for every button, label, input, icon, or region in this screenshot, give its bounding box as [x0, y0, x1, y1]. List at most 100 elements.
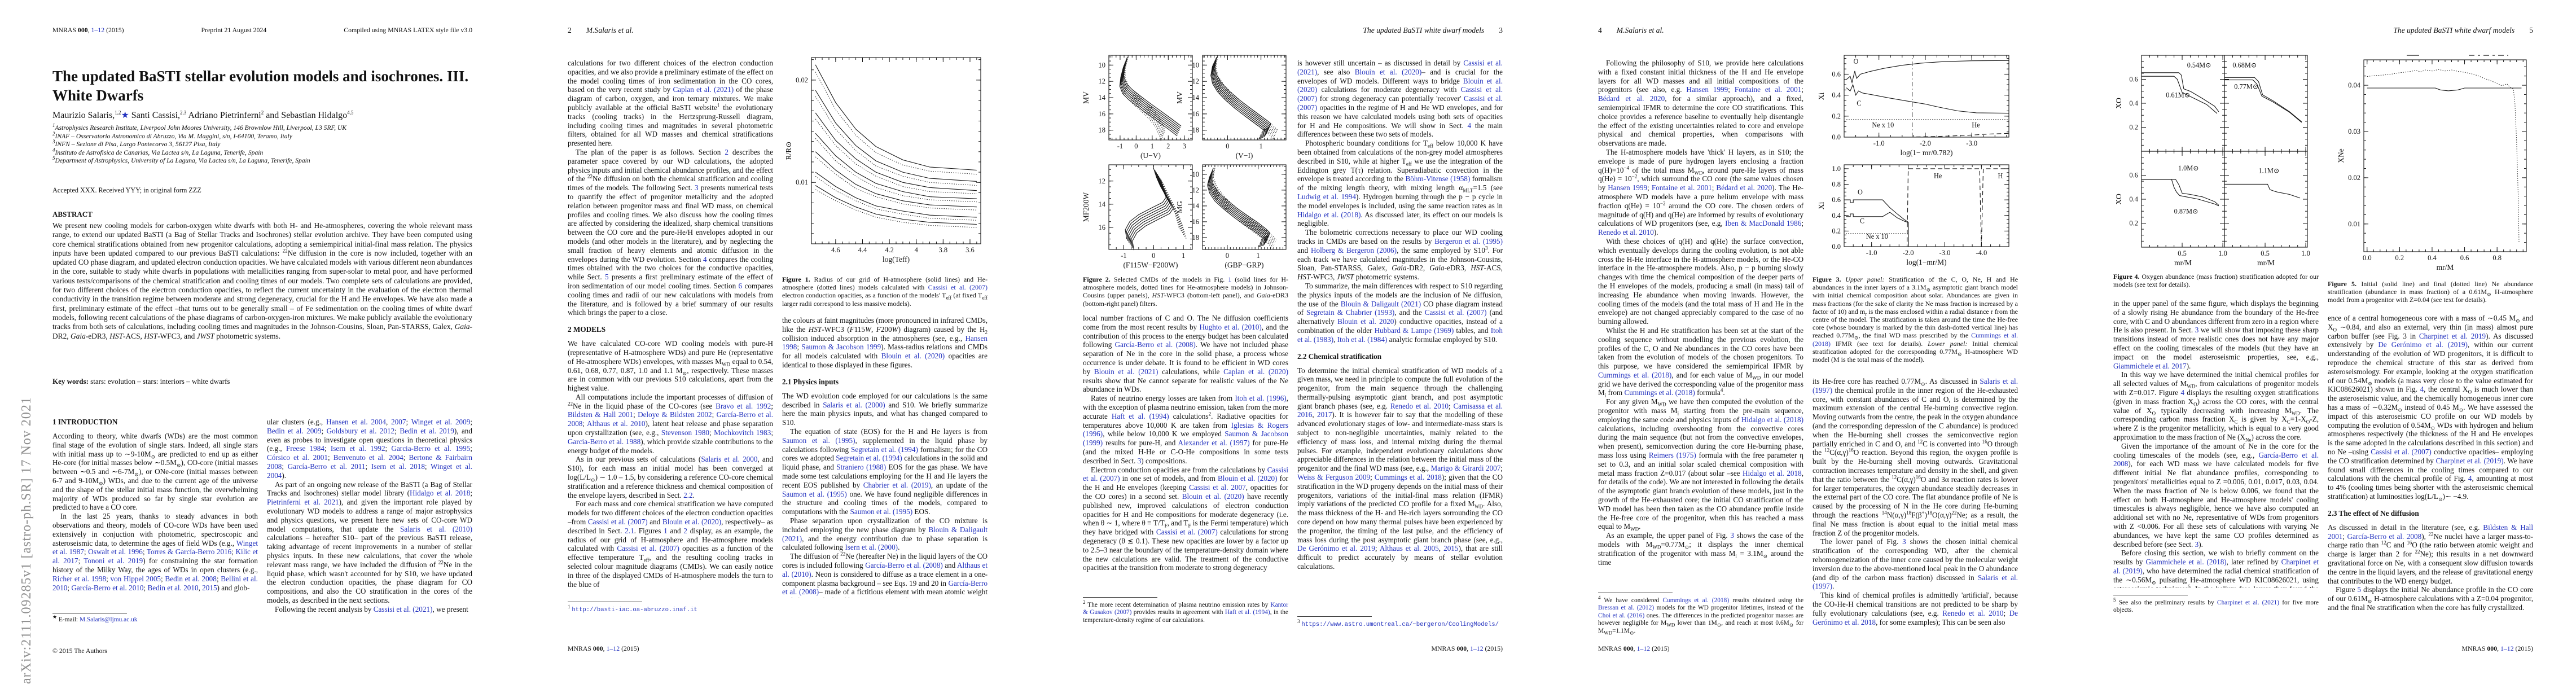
citation-link[interactable]: 3 [1730, 531, 1734, 540]
citation-link[interactable]: Cassisi et al. (2007) [1424, 308, 1487, 317]
citation-link[interactable]: Cummings et al. (2018) [1662, 597, 1730, 604]
citation-link[interactable]: 3 [2195, 540, 2199, 549]
citation-link[interactable]: Alexander et al. (1997) [1178, 439, 1250, 448]
citation-link[interactable]: Bédard et al. 2020 [1598, 94, 1665, 103]
citation-link[interactable]: 4 [703, 255, 707, 264]
citation-link[interactable]: Renedo et al. 2010 [1598, 228, 1654, 237]
citation-link[interactable]: Charpinet et al. (2019) [2435, 456, 2504, 465]
citation-link[interactable]: Cummings et al. (2018) [1598, 370, 1672, 379]
citation-link[interactable]: Bedin et al. 2008 [165, 574, 217, 583]
citation-link[interactable]: 1–12 [1470, 644, 1484, 652]
citation-link[interactable]: Isern et al. 2018 [371, 462, 425, 471]
citation-link[interactable]: Cassisi et al. (2007) [928, 283, 988, 292]
citation-link[interactable]: Blouin et al. (2020) [1354, 67, 1422, 76]
citation-link[interactable]: Blouin et al. (2021) [1094, 367, 1158, 376]
citation-link[interactable]: Cassisi et al. (2021) [1297, 59, 1503, 76]
citation-link[interactable]: Torres & García-Berro 2016 [146, 547, 232, 556]
citation-link[interactable]: https://www.astro.umontreal.ca/~bergeron… [1301, 621, 1499, 628]
citation-link[interactable]: Salaris et al. (2010) [400, 524, 472, 533]
citation-link[interactable]: 1–12 [606, 644, 620, 652]
citation-link[interactable]: 3 [1902, 537, 1906, 546]
citation-link[interactable]: 1 [664, 526, 668, 535]
citation-link[interactable]: Itoh et al. (1996) [1235, 394, 1287, 403]
citation-link[interactable]: Benvenuto et al. 2004 [333, 453, 403, 462]
citation-link[interactable]: Garcia-Berro et al. 1988 [568, 437, 641, 446]
citation-link[interactable]: Ludwig et al. 1994 [1297, 192, 1356, 201]
citation-link[interactable]: Winget et al. 2009 [411, 418, 471, 426]
citation-link[interactable]: M.Salaris@ljmu.ac.uk [79, 616, 138, 623]
citation-link[interactable]: Charpinet et al. (2019) [2113, 558, 2319, 575]
citation-link[interactable]: Marigo & Girardi 2007 [1430, 464, 1501, 473]
citation-link[interactable]: Bildsten & Hall 2001 [2328, 523, 2533, 541]
citation-link[interactable]: 3 [1137, 456, 1142, 465]
citation-link[interactable]: Iglesias & Rogers (1996) [1083, 420, 1288, 439]
citation-link[interactable]: Bertone & Fairbairn 2008 [267, 453, 472, 471]
citation-link[interactable]: von Hippel 2005 [110, 574, 161, 583]
citation-link[interactable]: Bildsten & Hall 2001 [568, 410, 634, 419]
citation-link[interactable]: Reimers (1975) [1648, 451, 1696, 460]
citation-link[interactable]: 4 [2180, 388, 2185, 397]
citation-link[interactable]: 4 [1467, 121, 1472, 130]
citation-link[interactable]: Bergeron et al. (1995) [1434, 236, 1503, 245]
citation-link[interactable]: Bressan et al. (2012) [1598, 604, 1655, 612]
citation-link[interactable]: Saumon & Jacobson (1999) [1083, 429, 1288, 448]
citation-link[interactable]: García-Berro et al. (2008) [782, 578, 988, 597]
citation-link[interactable]: Kilic et al. 2017 [52, 547, 258, 565]
citation-link[interactable]: 2.2 [683, 490, 693, 499]
citation-link[interactable]: Blouin et al. (2020) [881, 352, 945, 361]
citation-link[interactable]: Cassisi et al. 2007 [1189, 483, 1246, 492]
citation-link[interactable]: Bedin et al. 2009 [267, 426, 322, 435]
citation-link[interactable]: Cassisi et al. (2007) [1156, 528, 1218, 537]
citation-link[interactable]: Segretain & Chabrier (1993) [1306, 308, 1395, 317]
citation-link[interactable]: García-Berro et al. 2008 [568, 410, 773, 428]
citation-link[interactable]: Saumon et al. (1995) [850, 507, 913, 516]
citation-link[interactable]: Choi et al. (2016) [1598, 612, 1645, 619]
citation-link[interactable]: Blouin et al. 2020 [1337, 317, 1394, 326]
citation-link[interactable]: Hidalgo et al. 2018 [1743, 468, 1802, 477]
citation-link[interactable]: Hansen 1999 [1608, 183, 1648, 192]
citation-link[interactable]: García-Berro et al. (2008) [865, 560, 943, 569]
citation-link[interactable]: Saumon & Jacobson 1999 [801, 343, 881, 352]
citation-link[interactable]: Renedo et al. 2010 [1942, 608, 2004, 617]
citation-link[interactable]: Tononi et al. 2019 [84, 556, 143, 565]
citation-link[interactable]: Winget et al. 2004 [267, 462, 472, 480]
citation-link[interactable]: Cassisi et al. (2007) [1297, 94, 1503, 112]
citation-link[interactable]: Althaus et al. (2010) [782, 560, 988, 578]
citation-link[interactable]: Blouin et al. (2020) [1218, 474, 1278, 483]
citation-link[interactable]: De Gerónimo et al. 2019 [1297, 544, 1375, 553]
citation-link[interactable]: Cassisi et al. (2021) [373, 604, 433, 613]
citation-link[interactable]: Cummings et al. (2018) [1813, 331, 2018, 348]
citation-link[interactable]: Hansen 1998 [782, 334, 988, 352]
citation-link[interactable]: Böhm-Vitense (1958) [1405, 174, 1471, 183]
citation-link[interactable]: Chabrier et al. (2019) [863, 480, 931, 489]
citation-link[interactable]: Hidalgo et al. 2018 [409, 489, 471, 498]
citation-link[interactable]: Cassisi et al. (2007) [617, 544, 679, 553]
citation-link[interactable]: Bédard et al. 2020 [1716, 183, 1772, 192]
citation-link[interactable]: 1–12 [1636, 644, 1651, 652]
citation-link[interactable]: Richer et al. 1998 [52, 574, 107, 583]
citation-link[interactable]: Althaus et al. 2005 [1379, 544, 1439, 553]
citation-link[interactable]: García-Berro et al. 2008 [2113, 450, 2319, 468]
citation-link[interactable]: Garcia-Berro et al. 1995 [391, 444, 471, 453]
citation-link[interactable]: 2 [725, 147, 729, 156]
citation-link[interactable]: Córsico et al. 2001 [267, 453, 328, 462]
citation-link[interactable]: Bellini et al. 2010 [52, 574, 258, 592]
citation-link[interactable]: Cassisi et al. (2007) [587, 518, 648, 527]
citation-link[interactable]: Giammichele et al. 2017 [2113, 361, 2187, 370]
citation-link[interactable]: 4 [2468, 474, 2472, 483]
citation-link[interactable]: Kantor & Gusakov (2007) [1083, 602, 1288, 616]
citation-link[interactable]: ★ [121, 111, 129, 120]
citation-link[interactable]: García-Berro et al. 2011 [287, 462, 366, 471]
citation-link[interactable]: Bedin et al. 2010 [147, 583, 199, 592]
citation-link[interactable]: Saumon et al. (1995) [782, 489, 847, 498]
citation-link[interactable]: Blouin et al. (2020) [1182, 492, 1244, 501]
citation-link[interactable]: Cassisi et al. (2007) [1297, 85, 1503, 103]
citation-link[interactable]: Blouin et al. (2020) [1297, 76, 1503, 94]
citation-link[interactable]: Cummings et al. 2018 [1374, 473, 1442, 482]
citation-link[interactable]: 1–12 [91, 26, 105, 34]
citation-link[interactable]: Camisassa et al. 2016 [1297, 401, 1503, 419]
citation-link[interactable]: Segretain et al. (1994) [851, 445, 918, 454]
citation-link[interactable]: 5 [2357, 585, 2362, 594]
citation-link[interactable]: Charpinet et al. 2019 [2419, 331, 2486, 340]
citation-link[interactable]: Cassisi et al. (2007) [2371, 447, 2432, 456]
